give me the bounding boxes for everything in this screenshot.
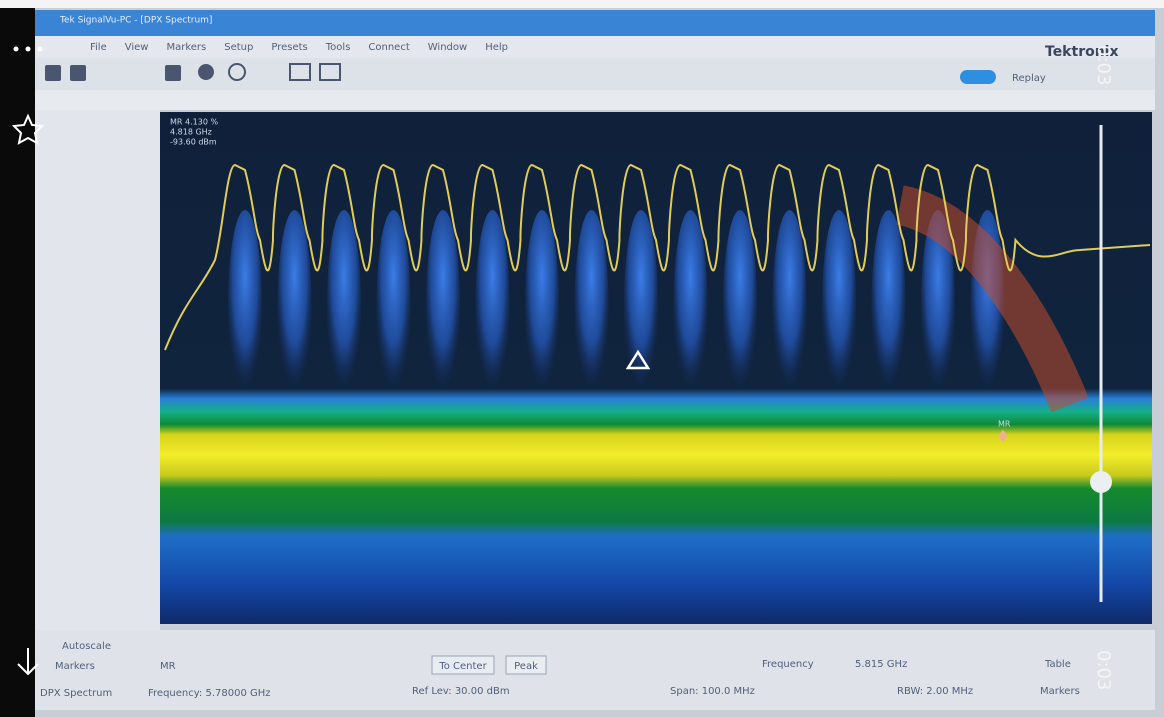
marker-tag: MR <box>998 420 1011 429</box>
peak-glow <box>327 210 361 400</box>
autoscale-button[interactable]: Autoscale <box>62 641 111 652</box>
tab-bar <box>35 90 1155 110</box>
marker-readout: 4.818 GHz <box>170 128 212 137</box>
status-frequency: Frequency: 5.78000 GHz <box>148 688 271 699</box>
peak-glow <box>723 210 757 400</box>
peak-glow <box>822 210 856 400</box>
peak-glow <box>228 210 262 400</box>
peak-glow <box>674 210 708 400</box>
marker-select[interactable]: MR <box>160 661 176 672</box>
table-button[interactable]: Table <box>1044 659 1071 670</box>
peak-glow <box>773 210 807 400</box>
markers-label: Markers <box>55 661 95 672</box>
marker-readout: -93.60 dBm <box>170 138 217 147</box>
menu-item[interactable]: Setup <box>224 42 253 53</box>
icon <box>198 64 214 80</box>
frequency-value[interactable]: 5.815 GHz <box>855 659 907 670</box>
peak-glow <box>575 210 609 400</box>
icon <box>165 65 181 81</box>
menu-item[interactable]: File <box>90 42 107 53</box>
dot <box>26 47 31 52</box>
menu-item[interactable]: Presets <box>271 42 307 53</box>
marker-readout: MR 4.130 % <box>170 118 218 127</box>
menu-item[interactable]: Window <box>428 42 467 53</box>
page: Tek SignalVu-PC - [DPX Spectrum] File Vie… <box>0 0 1164 717</box>
dot <box>14 47 19 52</box>
status-ref-level: Ref Lev: 30.00 dBm <box>412 686 510 697</box>
peak-glow <box>377 210 411 400</box>
status-rbw: RBW: 2.00 MHz <box>897 686 973 697</box>
peak-glow <box>525 210 559 400</box>
remaining-time: 0:03 <box>1093 650 1114 690</box>
window-title: Tek SignalVu-PC - [DPX Spectrum] <box>59 16 212 26</box>
status-span: Span: 100.0 MHz <box>670 686 755 697</box>
menu-item[interactable]: View <box>125 42 149 53</box>
peak-glow <box>476 210 510 400</box>
replay-button[interactable]: Replay <box>1012 73 1046 84</box>
status-markers[interactable]: Markers <box>1040 686 1080 697</box>
peak-glow <box>426 210 460 400</box>
seek-knob[interactable] <box>1090 471 1112 493</box>
dpx-display <box>160 112 1152 624</box>
side-panel <box>35 110 160 630</box>
icon <box>45 65 61 81</box>
icon <box>70 65 86 81</box>
top-edge <box>0 0 1164 8</box>
menu-item[interactable]: Help <box>485 42 508 53</box>
photo: Tek SignalVu-PC - [DPX Spectrum] File Vie… <box>0 0 1164 717</box>
peak-glow <box>624 210 658 400</box>
to-center-label: To Center <box>438 661 487 672</box>
elapsed-time: 0:03 <box>1093 45 1114 85</box>
peak-glow <box>278 210 312 400</box>
menu-item[interactable]: Connect <box>368 42 409 53</box>
player-sidebar <box>0 0 35 717</box>
peak-glow <box>872 210 906 400</box>
menu-item[interactable]: Tools <box>325 42 351 53</box>
peak-label: Peak <box>514 661 538 672</box>
run-button[interactable] <box>960 70 996 84</box>
dot <box>38 47 43 52</box>
frequency-label: Frequency <box>762 659 814 670</box>
view-name: DPX Spectrum <box>40 688 112 699</box>
menu-item[interactable]: Markers <box>166 42 206 53</box>
